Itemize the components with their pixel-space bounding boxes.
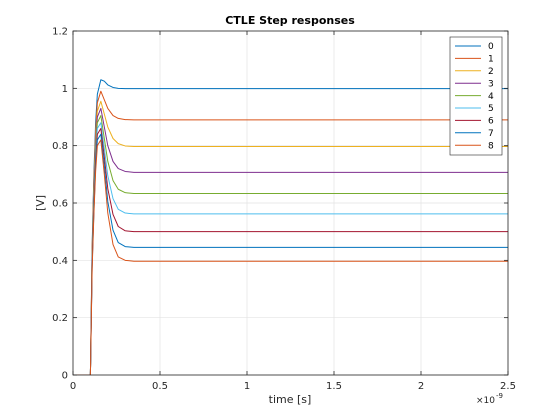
y-tick-label: 0.2	[52, 313, 68, 324]
plot-area: 0 0.5 1 1.5 2 2.5 0 0.2 0.4 0.6 0.8 1 1.2	[52, 27, 516, 393]
x-axis-exponent: ×10 -9	[476, 392, 503, 406]
legend-item-1: 1	[455, 55, 494, 65]
legend-label: 0	[488, 42, 494, 52]
y-tick-label: 0.8	[52, 141, 68, 152]
legend-item-2: 2	[455, 67, 494, 77]
y-tick-label: 1.2	[52, 27, 68, 38]
y-tick-label: 0.4	[52, 256, 68, 267]
series-layer	[73, 79, 508, 375]
legend-label: 8	[488, 141, 494, 151]
x-tick-label: 0	[70, 381, 76, 392]
x-tick-label: 2	[418, 381, 424, 392]
y-tick-label: 0.6	[52, 199, 68, 210]
y-axis-label: [V]	[34, 195, 47, 211]
y-tick-label: 0	[62, 371, 68, 382]
y-tick-label: 1	[62, 84, 68, 95]
ticks	[72, 30, 509, 376]
legend-label: 7	[488, 129, 494, 139]
x-tick-label: 1	[244, 381, 250, 392]
series-line-8	[73, 139, 508, 375]
chart-title: CTLE Step responses	[225, 14, 355, 27]
x-exponent-base: ×10	[476, 396, 495, 406]
x-tick-label: 1.5	[326, 381, 342, 392]
legend: 0 1 2 3 4 5 6 7 8	[449, 36, 503, 156]
legend-item-8: 8	[455, 141, 494, 151]
x-axis-label: time [s]	[269, 393, 312, 406]
legend-label: 1	[488, 55, 494, 65]
legend-item-4: 4	[455, 92, 494, 102]
legend-label: 5	[488, 104, 494, 114]
legend-item-0: 0	[455, 42, 494, 52]
legend-item-3: 3	[455, 79, 494, 89]
legend-label: 6	[488, 117, 494, 127]
legend-label: 2	[488, 67, 494, 77]
x-tick-label: 0.5	[152, 381, 168, 392]
x-tick-label: 2.5	[500, 381, 516, 392]
legend-item-5: 5	[455, 104, 494, 114]
legend-items: 0 1 2 3 4 5 6 7 8	[455, 42, 494, 151]
legend-label: 3	[488, 79, 494, 89]
legend-label: 4	[488, 92, 494, 102]
legend-item-6: 6	[455, 117, 494, 127]
x-exponent-power: -9	[496, 392, 503, 400]
legend-item-7: 7	[455, 129, 494, 139]
tick-labels: 0 0.5 1 1.5 2 2.5 0 0.2 0.4 0.6 0.8 1 1.2	[52, 27, 516, 393]
